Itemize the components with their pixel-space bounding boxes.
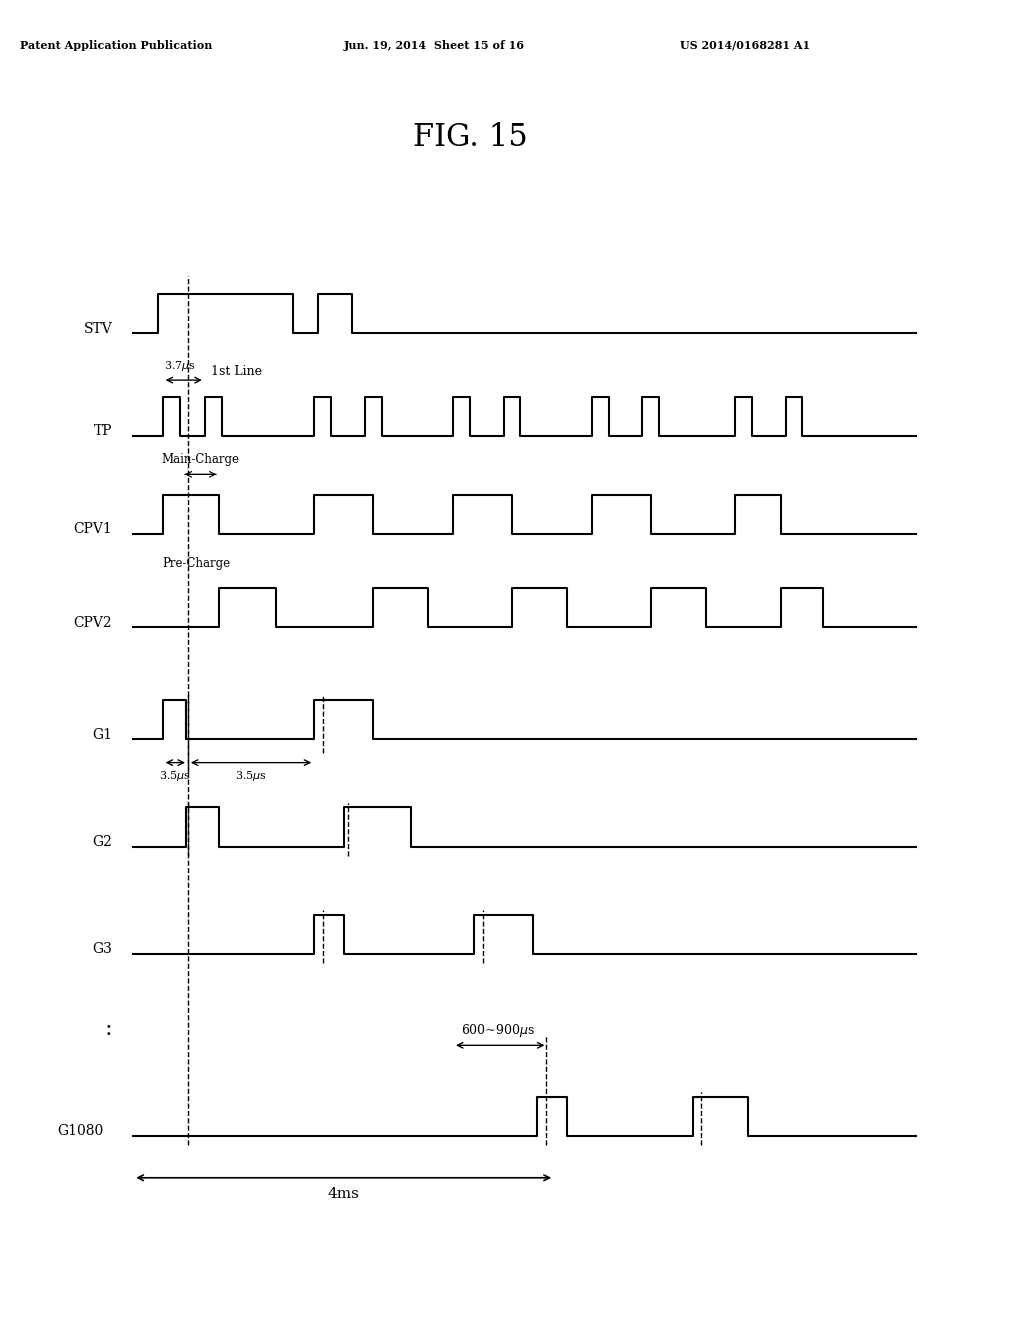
Text: FIG. 15: FIG. 15	[413, 121, 527, 153]
Text: US 2014/0168281 A1: US 2014/0168281 A1	[680, 40, 810, 51]
Text: CPV1: CPV1	[74, 523, 113, 536]
Text: G2: G2	[92, 836, 113, 849]
Text: CPV2: CPV2	[74, 615, 113, 630]
Text: G1: G1	[92, 727, 113, 742]
Text: Jun. 19, 2014  Sheet 15 of 16: Jun. 19, 2014 Sheet 15 of 16	[344, 40, 524, 51]
Text: 1st Line: 1st Line	[212, 366, 262, 379]
Text: G1080: G1080	[57, 1125, 103, 1138]
Text: Main-Charge: Main-Charge	[162, 453, 240, 466]
Text: 600~900$\mu$s: 600~900$\mu$s	[462, 1022, 536, 1039]
Text: Patent Application Publication: Patent Application Publication	[19, 40, 212, 51]
Text: 3.5$\mu$s: 3.5$\mu$s	[160, 770, 191, 783]
Text: :: :	[104, 1018, 113, 1040]
Text: 3.5$\mu$s: 3.5$\mu$s	[236, 770, 267, 783]
Text: 3.7$\mu$s: 3.7$\mu$s	[164, 359, 196, 374]
Text: G3: G3	[92, 942, 113, 956]
Text: STV: STV	[83, 322, 113, 335]
Text: 4ms: 4ms	[328, 1187, 359, 1201]
Text: Pre-Charge: Pre-Charge	[163, 557, 230, 570]
Text: TP: TP	[93, 425, 113, 438]
